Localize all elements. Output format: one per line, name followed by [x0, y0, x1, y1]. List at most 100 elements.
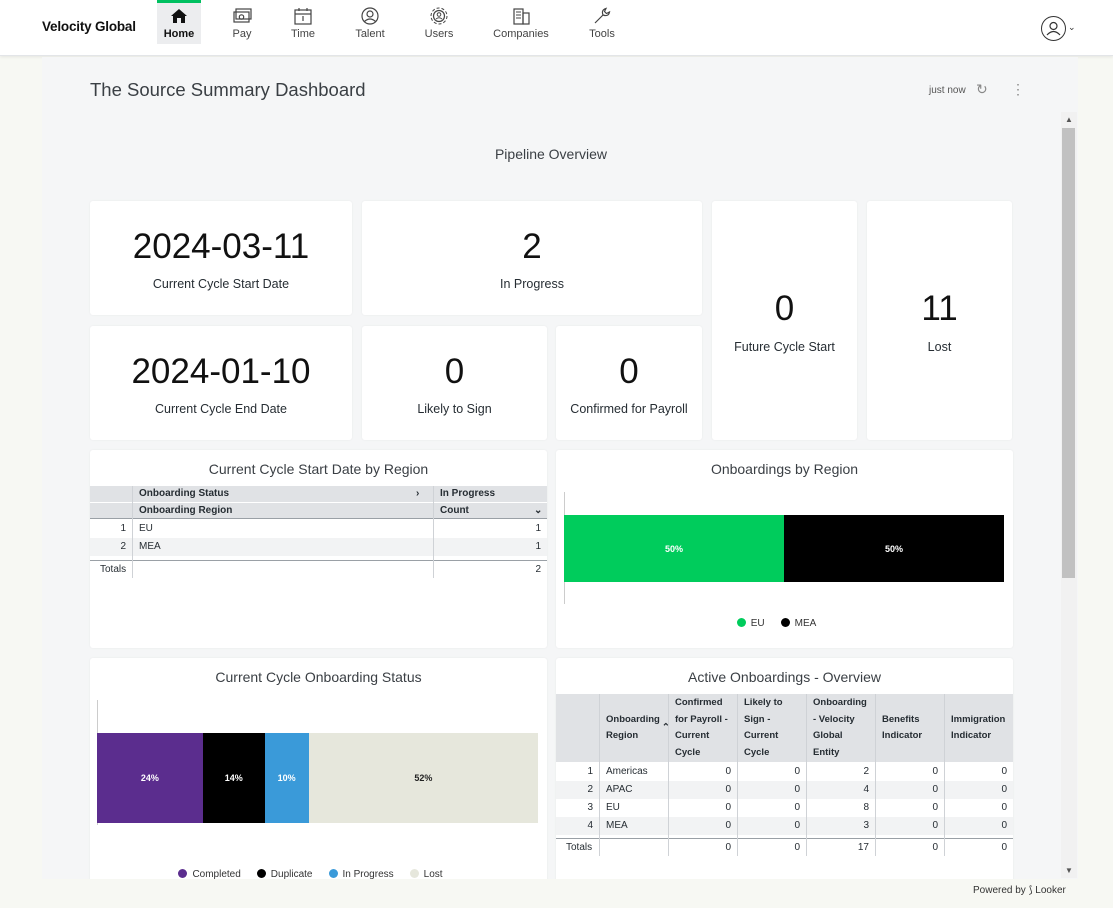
kpi-value: 2 [522, 227, 542, 266]
value-cell: 0 [725, 766, 731, 777]
column-header[interactable]: Likely to Sign - Current Cycle [744, 697, 783, 758]
value-cell: 0 [932, 766, 938, 777]
legend-item[interactable]: Completed [178, 869, 241, 879]
value-cell: 0 [1001, 802, 1007, 813]
table-row: 3 EU 0 0 8 0 0 [556, 799, 1013, 817]
table-header-pivot: Onboarding Status › In Progress [90, 486, 547, 502]
stacked-bar[interactable]: 50% 50% [564, 515, 1004, 582]
bar-segment-mea[interactable]: 50% [784, 515, 1004, 582]
bar-segment-completed[interactable]: 24% [97, 733, 203, 823]
region-cell: EU [139, 523, 153, 534]
kpi-lost[interactable]: 11 Lost [867, 201, 1012, 440]
table-header: Onboarding Region ⌃ Confirmed for Payroll… [556, 694, 1013, 762]
region-cell: APAC [606, 784, 633, 795]
nav-pay[interactable]: Pay [222, 0, 262, 44]
bar-segment-in-progress[interactable]: 10% [264, 733, 309, 823]
region-cell: EU [606, 802, 620, 813]
kpi-in-progress[interactable]: 2 In Progress [362, 201, 702, 315]
kpi-label: In Progress [500, 277, 564, 291]
value-cell: 0 [725, 802, 731, 813]
kpi-value: 11 [921, 289, 958, 328]
tile-title: Current Cycle Start Date by Region [208, 461, 429, 477]
user-avatar[interactable] [1041, 16, 1066, 41]
region-table-tile[interactable]: Current Cycle Start Date by Region Onboa… [90, 450, 547, 648]
sort-desc-icon[interactable]: ⌄ [534, 505, 543, 516]
legend-item[interactable]: In Progress [328, 869, 394, 879]
totals-value: 2 [535, 564, 541, 575]
onboarding-status-tile[interactable]: Current Cycle Onboarding Status 24% 14% 10… [90, 658, 547, 879]
legend-item[interactable]: Lost [409, 869, 443, 879]
table-row: 2 APAC 0 0 4 0 0 [556, 781, 1013, 799]
chevron-right-icon[interactable]: › [416, 488, 420, 499]
tile-title: Current Cycle Onboarding Status [215, 669, 422, 685]
nav-home-label: Home [163, 28, 195, 40]
scrollbar-thumb[interactable] [1062, 128, 1075, 578]
kpi-likely-sign[interactable]: 0 Likely to Sign [362, 326, 547, 440]
value-cell: 0 [932, 802, 938, 813]
row-number: 2 [120, 541, 126, 552]
kpi-label: Future Cycle Start [734, 340, 835, 354]
column-header[interactable]: Confirmed for Payroll - Current Cycle [675, 697, 728, 758]
more-options-icon[interactable]: ⋮ [1011, 81, 1025, 97]
legend-swatch [178, 869, 188, 878]
kpi-future-cycle[interactable]: 0 Future Cycle Start [712, 201, 857, 440]
column-header[interactable]: Immigration Indicator [951, 713, 1006, 742]
nav-companies[interactable]: Companies [489, 0, 553, 44]
legend-item[interactable]: MEA [780, 618, 816, 629]
brand-logo[interactable]: Velocity Global [42, 19, 136, 34]
legend-item[interactable]: Duplicate [256, 869, 313, 879]
user-icon [1046, 21, 1061, 36]
chevron-down-icon[interactable]: ⌄ [1068, 22, 1076, 32]
nav-talent[interactable]: Talent [350, 0, 390, 44]
active-onboardings-tile[interactable]: Active Onboardings - Overview Onboarding… [556, 658, 1013, 879]
dashboard: The Source Summary Dashboard just now ↻ … [42, 57, 1078, 879]
column-header[interactable]: Onboarding Region ⌃ [600, 694, 670, 762]
column-header[interactable]: Benefits Indicator [882, 713, 923, 742]
count-cell: 1 [535, 523, 541, 534]
legend-label: EU [750, 618, 765, 629]
bar-segment-eu[interactable]: 50% [564, 515, 784, 582]
dashboard-title: The Source Summary Dashboard [90, 79, 366, 100]
scroll-up-icon[interactable]: ▲ [1065, 115, 1073, 124]
table-row: 2 MEA 1 [90, 538, 547, 556]
powered-by-looker[interactable]: Powered by ⟆ Looker [973, 885, 1066, 896]
sort-asc-icon[interactable]: ⌃ [661, 721, 670, 733]
nav-time-label: Time [290, 28, 316, 40]
nav-talent-label: Talent [355, 28, 385, 40]
nav-home[interactable]: Home [157, 0, 201, 44]
legend-label: Duplicate [270, 869, 313, 879]
totals-label: Totals [100, 564, 127, 575]
column-header[interactable]: Onboarding - Velocity Global Entity [813, 697, 867, 758]
totals-value: 0 [1001, 842, 1007, 853]
value-cell: 0 [725, 820, 731, 831]
column-header-region[interactable]: Onboarding Region [139, 505, 233, 516]
row-number: 4 [587, 820, 593, 831]
kpi-start-date[interactable]: 2024-03-11 Current Cycle Start Date [90, 201, 352, 315]
onboardings-by-region-tile[interactable]: Onboardings by Region 50% 50% EU MEA [556, 450, 1013, 648]
stacked-bar[interactable]: 24% 14% 10% 52% [97, 733, 538, 823]
value-cell: 0 [1001, 820, 1007, 831]
nav-users[interactable]: Users [419, 0, 459, 44]
totals-value: 0 [932, 842, 938, 853]
legend-item[interactable]: EU [736, 618, 765, 629]
kpi-end-date[interactable]: 2024-01-10 Current Cycle End Date [90, 326, 352, 440]
column-divider [737, 694, 738, 856]
kpi-confirmed-payroll[interactable]: 0 Confirmed for Payroll [556, 326, 702, 440]
kpi-label: Current Cycle Start Date [152, 277, 290, 291]
value-cell: 0 [794, 784, 800, 795]
bar-segment-lost[interactable]: 52% [308, 733, 538, 823]
value-cell: 0 [932, 820, 938, 831]
scroll-down-icon[interactable]: ▼ [1065, 866, 1073, 875]
home-icon [171, 9, 187, 23]
nav-tools[interactable]: Tools [582, 0, 622, 44]
kpi-value: 2024-03-11 [132, 227, 310, 266]
dashboard-scrollbar[interactable]: ▲ ▼ [1061, 112, 1077, 878]
refresh-icon[interactable]: ↻ [976, 81, 988, 97]
value-cell: 2 [863, 766, 869, 777]
totals-value: 0 [725, 842, 731, 853]
nav-time[interactable]: Time [283, 0, 323, 44]
bar-segment-duplicate[interactable]: 14% [202, 733, 265, 823]
section-title: Pipeline Overview [494, 146, 608, 162]
data-label: 50% [884, 543, 903, 554]
column-header-count[interactable]: Count [440, 505, 469, 516]
